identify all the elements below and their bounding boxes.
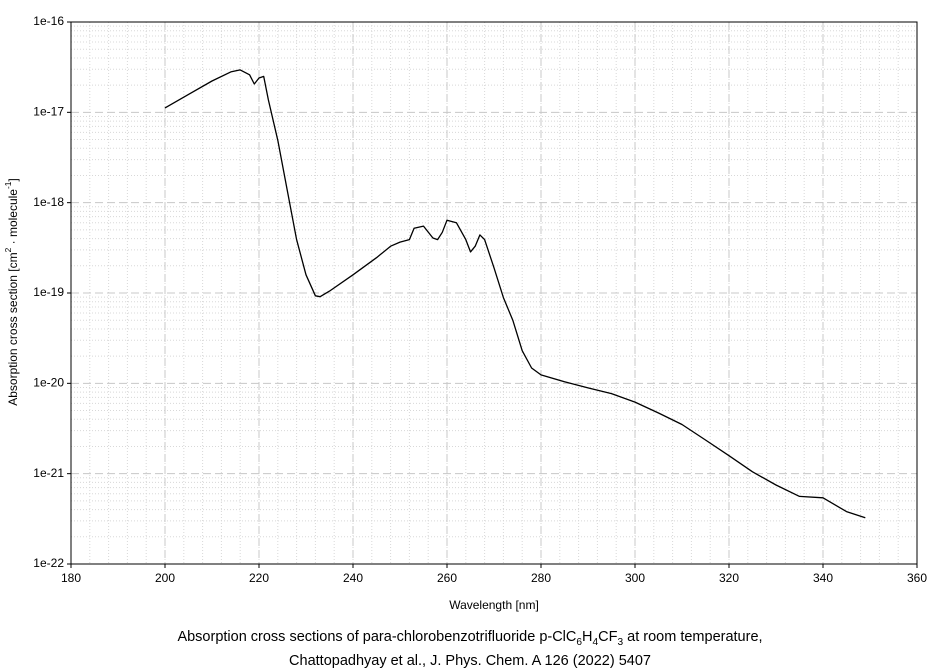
x-tick-label: 180 — [61, 571, 81, 585]
text-part: Chattopadhyay et al., J. Phys. Chem. A 1… — [289, 653, 651, 669]
x-tick-label: 240 — [343, 571, 363, 585]
plot-frame — [70, 21, 918, 565]
y-axis-label: Absorption cross section [cm2 · molecule… — [3, 178, 20, 406]
text-part: CF — [598, 629, 617, 645]
text-part: 2 — [3, 247, 13, 252]
caption-line: Absorption cross sections of para-chloro… — [177, 629, 762, 648]
x-tick-label: 260 — [437, 571, 457, 585]
text-part: Absorption cross sections of para-chloro… — [177, 629, 576, 645]
text-part: -1 — [3, 181, 13, 189]
y-tick-label: 1e-18 — [33, 195, 64, 209]
y-tick-label: 1e-21 — [33, 466, 64, 480]
text-part: Absorption cross section [cm — [6, 252, 20, 405]
x-tick-label: 340 — [813, 571, 833, 585]
y-tick-label: 1e-19 — [33, 285, 64, 299]
y-tick-label: 1e-16 — [33, 14, 64, 28]
x-tick-label: 360 — [907, 571, 927, 585]
y-tick-label: 1e-22 — [33, 556, 64, 570]
caption-line: Chattopadhyay et al., J. Phys. Chem. A 1… — [289, 653, 651, 669]
x-tick-label: 320 — [719, 571, 739, 585]
text-part: at room temperature, — [623, 629, 762, 645]
data-line — [164, 69, 866, 519]
x-axis-label: Wavelength [nm] — [449, 598, 539, 612]
text-part: 4 — [593, 637, 599, 648]
x-tick-label: 200 — [155, 571, 175, 585]
y-tick-label: 1e-20 — [33, 376, 64, 390]
text-part: H — [582, 629, 592, 645]
x-tick-label: 220 — [249, 571, 269, 585]
y-tick-label: 1e-17 — [33, 105, 64, 119]
text-part: · molecule — [6, 189, 20, 248]
text-part: 3 — [617, 637, 623, 648]
x-tick-label: 300 — [625, 571, 645, 585]
text-part: 6 — [576, 637, 582, 648]
text-part: ] — [6, 178, 20, 181]
x-tick-label: 280 — [531, 571, 551, 585]
